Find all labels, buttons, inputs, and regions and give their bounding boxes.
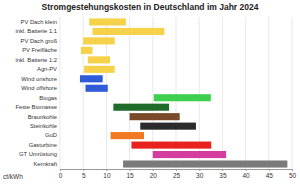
y-tick: Wind offshore	[21, 85, 60, 91]
category-label: PV Dach groß	[21, 38, 58, 44]
x-tick-label: 20	[150, 172, 158, 179]
category-label: inkl. Batterie 1:1	[15, 28, 57, 34]
x-tick-mark	[292, 169, 293, 171]
bar	[92, 28, 164, 35]
bar	[123, 160, 287, 167]
y-tick: Gasturbine	[29, 142, 60, 148]
x-tick: 20	[150, 169, 158, 179]
x-tick: 10	[103, 169, 111, 179]
x-tick-mark	[222, 169, 223, 171]
bar	[113, 104, 169, 111]
category-label: Gasturbine	[29, 142, 57, 148]
y-axis: PV Dach klein inkl. Batterie 1:1 PV Dach g…	[15, 19, 60, 167]
bars	[80, 18, 287, 167]
grid-line	[222, 17, 223, 169]
x-axis-line	[61, 170, 293, 172]
y-tick: Steinkohle	[30, 123, 60, 129]
category-label: Braunkohle	[28, 114, 57, 120]
x-axis-title: ct/kWh	[3, 173, 23, 180]
bar	[131, 142, 211, 149]
x-tick-label: 25	[173, 172, 181, 179]
title: Stromgestehungskosten in Deutschland im …	[42, 2, 259, 12]
x-tick: 5	[82, 169, 86, 179]
x-tick: 0	[59, 169, 63, 179]
y-tick: inkl. Batterie 1:2	[15, 57, 60, 63]
y-tick: GuD	[45, 132, 60, 138]
x-tick-mark	[60, 169, 61, 171]
grid-line	[245, 17, 246, 169]
bar	[80, 75, 103, 82]
x-tick: 35	[219, 169, 227, 179]
y-tick: GT Umrüstung	[19, 151, 60, 157]
x-tick: 45	[266, 169, 274, 179]
x-tick-label: 40	[242, 172, 250, 179]
x-tick-label: 30	[196, 172, 204, 179]
category-label: Kernkraft	[33, 161, 57, 167]
x-tick-mark	[153, 169, 154, 171]
y-tick: inkl. Batterie 1:1	[15, 28, 60, 34]
grid-line	[60, 17, 61, 169]
x-tick-mark	[176, 169, 177, 171]
category-label: Wind offshore	[21, 85, 57, 91]
x-tick-label: 15	[126, 172, 134, 179]
bar	[88, 56, 110, 63]
y-tick: Wind onshore	[21, 76, 60, 82]
y-tick: Agri-PV	[37, 66, 60, 72]
x-tick-label: 45	[266, 172, 274, 179]
x-tick-label: 35	[219, 172, 227, 179]
x-tick-label: 5	[82, 172, 86, 179]
bar	[111, 132, 144, 139]
bar	[86, 85, 108, 92]
category-label: Biogas	[39, 95, 57, 101]
category-label: Wind onshore	[21, 76, 57, 82]
bar	[84, 66, 115, 73]
x-axis: 0 5 10 15 20 25 30 35 40 45 50	[59, 169, 297, 179]
x-tick-label: 10	[103, 172, 111, 179]
plot: 0 5 10 15 20 25 30 35 40 45 50 PV Dach klein inkl. B…	[15, 17, 296, 179]
x-tick: 30	[196, 169, 204, 179]
x-tick-mark	[246, 169, 247, 171]
x-tick: 40	[242, 169, 250, 179]
y-tick: Biogas	[39, 95, 60, 101]
x-tick-label: 0	[59, 172, 63, 179]
chart: Stromgestehungskosten in Deutschland im …	[0, 0, 300, 185]
x-tick: 15	[126, 169, 134, 179]
y-tick: PV Dach klein	[21, 19, 60, 25]
y-tick: Braunkohle	[28, 114, 60, 120]
y-tick: Feste Biomasse	[15, 104, 60, 110]
bar	[81, 47, 93, 54]
category-label: Agri-PV	[37, 66, 57, 72]
category-label: Steinkohle	[30, 123, 57, 129]
x-tick-mark	[106, 169, 107, 171]
y-tick: PV Dach groß	[21, 38, 60, 44]
x-tick: 50	[289, 169, 297, 179]
bar	[154, 94, 211, 101]
bar	[83, 37, 115, 44]
bar	[130, 113, 180, 120]
category-label: GT Umrüstung	[19, 151, 57, 157]
category-label: Feste Biomasse	[15, 104, 57, 110]
x-tick: 25	[173, 169, 181, 179]
x-tick-label: 50	[289, 172, 297, 179]
category-label: PV Dach klein	[21, 19, 57, 25]
x-tick-mark	[130, 169, 131, 171]
bar	[89, 18, 126, 25]
grid-line	[292, 17, 293, 169]
category-label: GuD	[45, 132, 57, 138]
bar	[153, 151, 226, 158]
y-tick: Kernkraft	[33, 161, 60, 167]
y-tick: PV Freifläche	[22, 47, 60, 53]
x-tick-mark	[269, 169, 270, 171]
category-label: PV Freifläche	[22, 47, 57, 53]
category-label: inkl. Batterie 1:2	[15, 57, 57, 63]
grid-line	[268, 17, 269, 169]
grid	[60, 17, 292, 169]
x-tick-mark	[199, 169, 200, 171]
grid-line	[129, 17, 130, 169]
bar	[140, 123, 196, 130]
x-tick-mark	[83, 169, 84, 171]
